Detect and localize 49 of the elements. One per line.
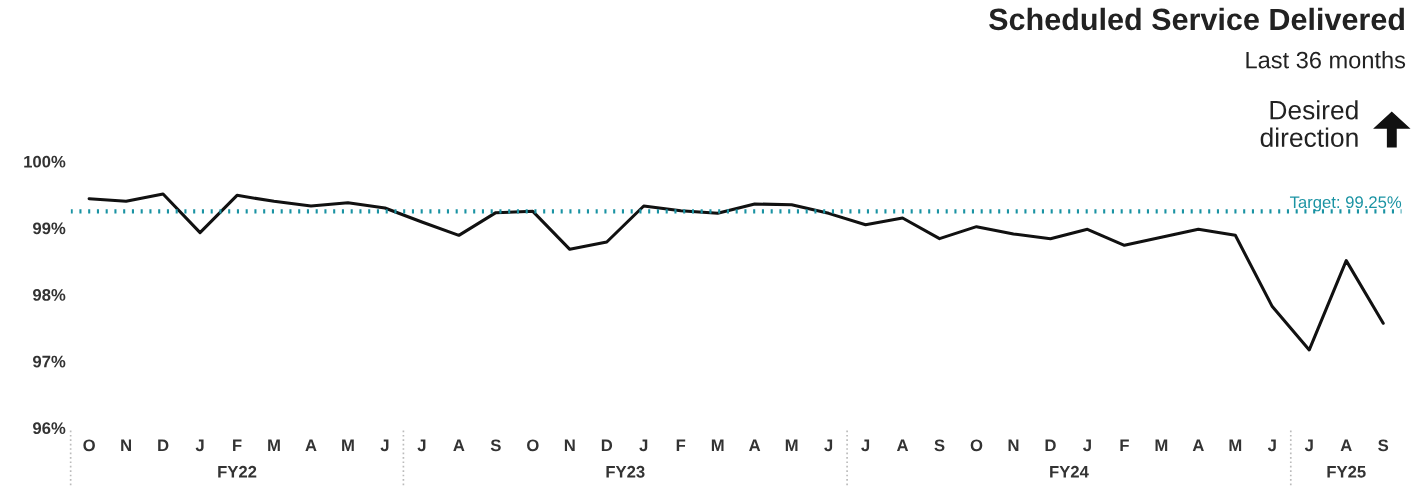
text: FY24: [1050, 465, 1089, 478]
y-tick-label: 100%: [24, 155, 66, 168]
ref-line-label: Target: 99.25%: [1289, 196, 1402, 212]
x-tick-label: M: [711, 439, 724, 452]
x-tick-label: D: [601, 439, 613, 452]
text: FY22: [218, 465, 257, 478]
x-tick-label: J: [639, 439, 648, 452]
x-tick-label: N: [564, 439, 575, 452]
x-tick-label: F: [1120, 439, 1129, 452]
x-tick-label: J: [861, 439, 870, 452]
x-tick-label: M: [785, 439, 798, 452]
text: FY25: [1327, 465, 1366, 478]
x-tick-label: A: [896, 439, 909, 452]
x-tick-label: D: [158, 439, 169, 452]
x-tick-label: M: [342, 439, 354, 452]
x-tick-label: J: [1267, 439, 1276, 452]
x-tick-label: O: [83, 439, 95, 452]
x-tick-label: S: [490, 439, 501, 452]
text: FY23: [606, 465, 645, 478]
x-tick-label: O: [970, 439, 983, 452]
x-tick-label: D: [1045, 439, 1056, 452]
x-tick-label: S: [1378, 439, 1389, 452]
x-tick-label: N: [1008, 439, 1019, 452]
x-tick-label: F: [233, 439, 242, 452]
y-tick-label: 98%: [33, 289, 66, 301]
x-tick-label: J: [417, 439, 426, 452]
x-tick-label: M: [1155, 439, 1168, 452]
x-tick-label: O: [527, 439, 539, 452]
x-tick-label: N: [121, 439, 132, 452]
x-tick-label: M: [1229, 439, 1242, 452]
x-tick-label: S: [934, 439, 945, 452]
x-tick-label: F: [676, 439, 686, 452]
x-tick-label: A: [305, 439, 317, 452]
y-tick-label: 96%: [33, 422, 66, 435]
text: Desired direction: [1260, 100, 1358, 147]
x-tick-label: A: [1192, 439, 1204, 452]
x-tick-label: M: [268, 439, 280, 452]
x-tick-label: J: [195, 439, 204, 452]
x-tick-label: J: [1083, 439, 1091, 452]
x-tick-label: A: [749, 439, 761, 452]
x-tick-label: A: [1340, 439, 1352, 452]
x-tick-label: J: [1304, 439, 1313, 452]
y-tick-label: 99%: [33, 222, 66, 235]
x-tick-label: J: [824, 439, 833, 452]
x-tick-label: A: [453, 439, 465, 452]
y-tick-label: 97%: [33, 355, 66, 368]
x-tick-label: J: [380, 439, 389, 452]
chart-subtitle: Last 36 months: [1246, 51, 1406, 69]
chart-title: Scheduled Service Delivered: [989, 7, 1404, 31]
